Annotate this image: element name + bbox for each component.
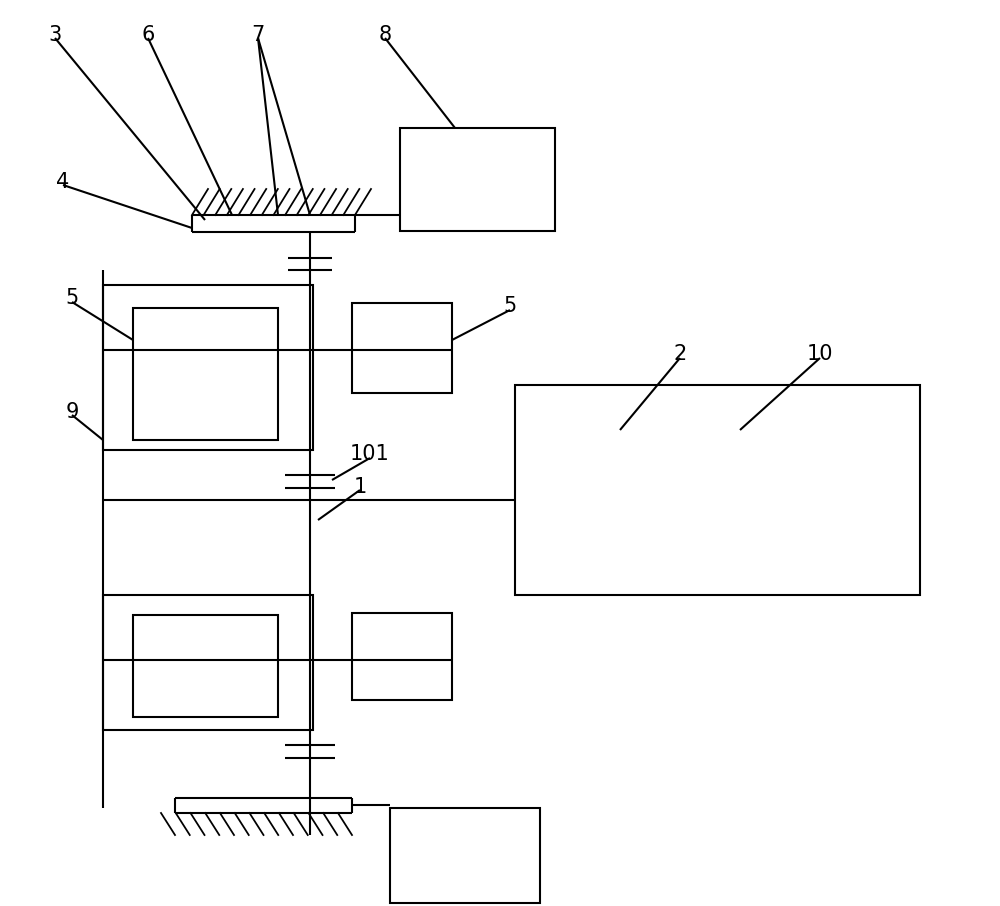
Text: 5: 5 <box>65 288 79 308</box>
Bar <box>515 385 920 595</box>
Text: 6: 6 <box>141 25 155 45</box>
Bar <box>352 613 452 700</box>
Text: 2: 2 <box>673 344 687 364</box>
Bar <box>103 595 313 730</box>
Text: 9: 9 <box>65 402 79 422</box>
Text: 1: 1 <box>353 477 367 497</box>
Bar <box>133 308 278 440</box>
Text: 101: 101 <box>350 444 390 464</box>
Bar <box>352 303 452 393</box>
Bar <box>103 285 313 450</box>
Text: 10: 10 <box>807 344 833 364</box>
Text: 5: 5 <box>503 296 517 316</box>
Bar <box>400 128 555 231</box>
Text: 8: 8 <box>378 25 392 45</box>
Text: 4: 4 <box>56 172 70 192</box>
Text: 7: 7 <box>251 25 265 45</box>
Bar <box>390 808 540 903</box>
Text: 3: 3 <box>48 25 62 45</box>
Bar <box>133 615 278 717</box>
